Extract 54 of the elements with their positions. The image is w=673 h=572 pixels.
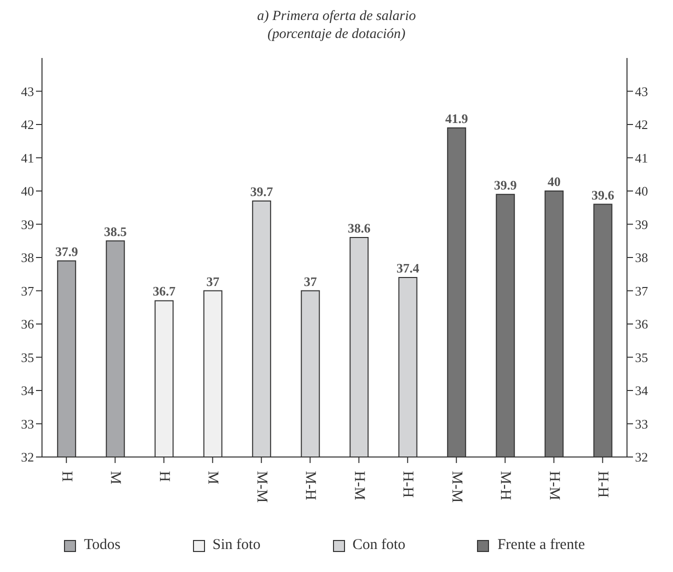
y-tick-label: 42	[21, 117, 34, 132]
y2-tick-label: 38	[635, 250, 648, 266]
data-label: 37.9	[55, 244, 78, 259]
x-tick-label: M	[204, 471, 221, 484]
data-label: 39.6	[591, 187, 615, 202]
y-tick-label: 40	[21, 184, 34, 199]
y-tick-label: 35	[21, 350, 34, 365]
y2-tick-label: 35	[635, 350, 648, 365]
y-tick-label: 33	[21, 416, 34, 432]
data-label: 37	[304, 274, 318, 289]
y2-tick-label: 42	[635, 117, 648, 132]
x-tick-label: H	[156, 471, 172, 482]
data-label: 39.7	[250, 184, 274, 199]
data-label: 38.6	[348, 220, 371, 236]
data-label: 39.9	[494, 177, 518, 192]
y-tick-label: 39	[21, 216, 34, 232]
y2-tick-label: 43	[635, 84, 648, 99]
legend-label: Sin foto	[212, 537, 260, 554]
data-label: 37	[206, 274, 220, 289]
x-tick-label: H-M	[350, 471, 367, 500]
y-tick-label: 36	[21, 316, 34, 332]
y2-tick-label: 37	[635, 283, 648, 298]
x-tick-label: H-H	[400, 471, 416, 498]
x-tick-label: H-H	[594, 471, 611, 498]
y2-tick-label: 39	[635, 216, 648, 232]
y-tick-label: 41	[21, 150, 34, 166]
y2-tick-label: 34	[635, 383, 648, 398]
x-tick-label: M-H	[497, 471, 514, 500]
chart-subtitle: (porcentaje de dotación)	[266, 26, 406, 44]
x-tick-label: H	[58, 471, 74, 482]
x-tick-label: M-M	[448, 471, 464, 503]
chart-title: a) Primera oferta de salario	[256, 8, 417, 26]
y2-tick-label: 41	[635, 150, 648, 166]
data-label: 38.5	[104, 224, 128, 239]
data-label: 37.4	[396, 260, 420, 276]
data-label: 40	[548, 174, 561, 189]
y2-tick-label: 33	[635, 416, 648, 432]
x-tick-label: M-M	[253, 471, 270, 503]
x-tick-label: M	[107, 471, 124, 484]
x-tick-label: H-M	[546, 471, 562, 500]
y-tick-label: 38	[21, 250, 34, 266]
x-tick-label: M-H	[302, 471, 318, 500]
legend-label: Todos	[84, 537, 120, 554]
y2-tick-label: 40	[635, 184, 648, 199]
y2-tick-label: 36	[635, 316, 648, 332]
data-label: 41.9	[445, 110, 468, 126]
y2-tick-label: 32	[635, 450, 648, 465]
y-tick-label: 43	[21, 84, 34, 99]
legend-label: Frente a frente	[497, 537, 585, 554]
legend-label: Con foto	[352, 537, 406, 554]
y-tick-label: 32	[21, 450, 34, 465]
y-tick-label: 34	[21, 383, 34, 398]
y-tick-label: 37	[21, 283, 34, 298]
data-label: 36.7	[152, 284, 176, 299]
